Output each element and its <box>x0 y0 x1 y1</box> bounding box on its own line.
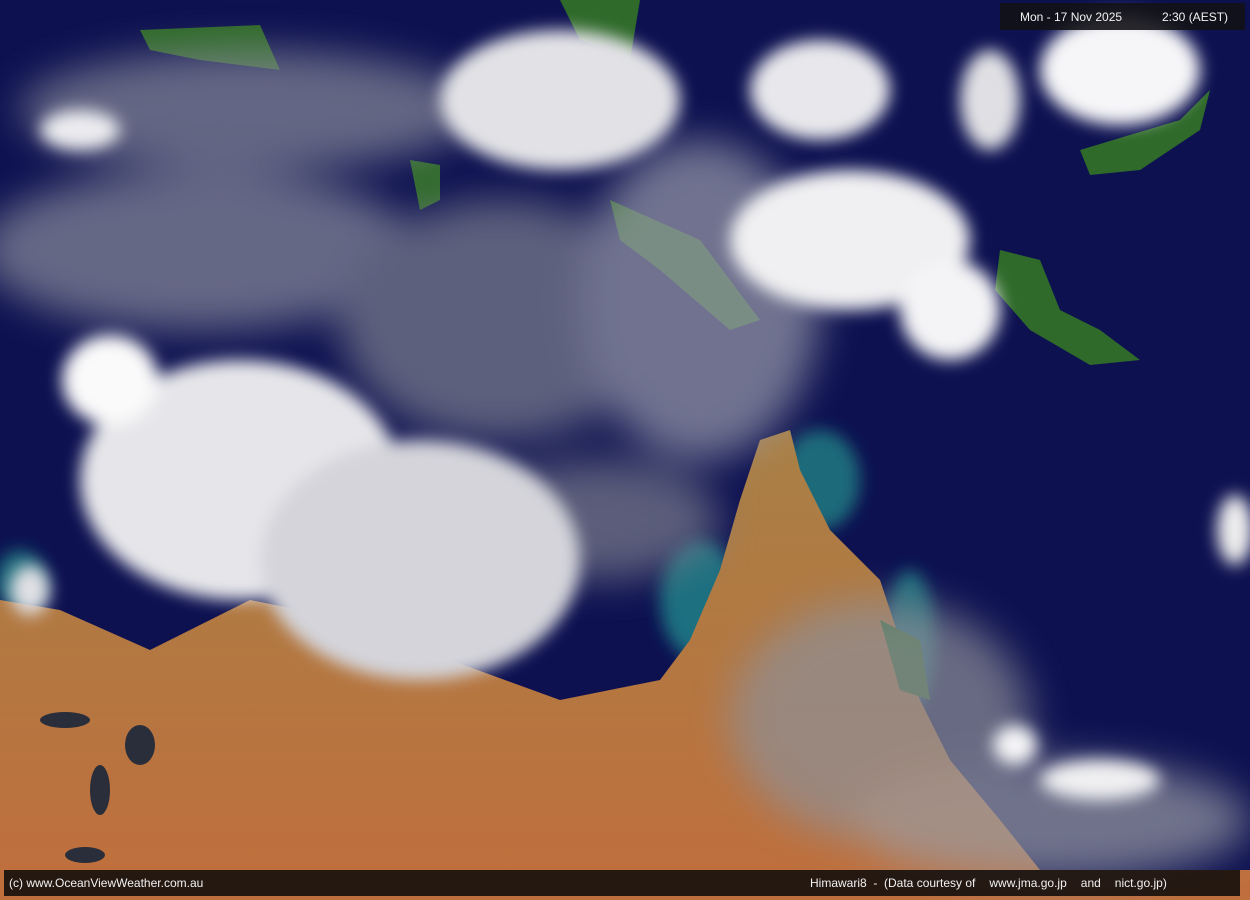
timestamp-bar: Mon - 17 Nov 2025 2:30 (AEST) <box>1000 3 1245 30</box>
data-credit: Himawari8 - (Data courtesy of www.jma.go… <box>810 876 1167 890</box>
satellite-label: Himawari8 - (Data courtesy of <box>810 876 976 890</box>
image-time: 2:30 (AEST) <box>1162 9 1229 24</box>
jma-link[interactable]: www.jma.go.jp <box>989 876 1067 890</box>
nict-link[interactable]: nict.go.jp) <box>1114 876 1167 890</box>
thick-cloud <box>10 15 1250 800</box>
image-date: Mon - 17 Nov 2025 <box>1020 9 1123 24</box>
inland-water <box>40 712 155 863</box>
copyright-text: (c) www.OceanViewWeather.com.au <box>9 876 204 890</box>
credits-bar: (c) www.OceanViewWeather.com.au Himawari… <box>4 870 1240 896</box>
and-text: and <box>1080 876 1101 890</box>
